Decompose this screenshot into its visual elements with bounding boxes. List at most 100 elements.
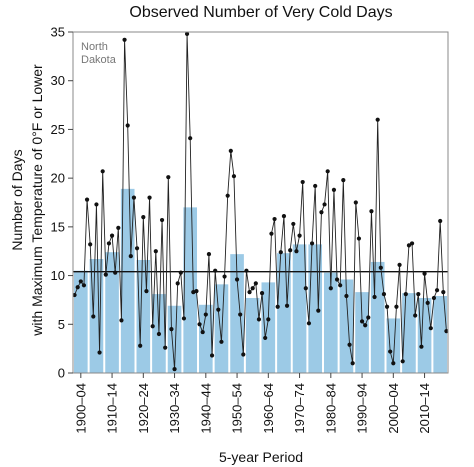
point-1936: [184, 31, 190, 37]
point-1902: [78, 279, 83, 284]
x-axis-label: 5-year Period: [219, 449, 303, 465]
point-1913: [113, 270, 118, 275]
x-tick-label: 1950–54: [230, 383, 245, 434]
point-1979: [319, 210, 324, 215]
point-1981: [325, 169, 330, 174]
point-2018: [441, 290, 446, 295]
point-1937: [188, 136, 193, 141]
point-2009: [413, 313, 418, 318]
point-1950: [228, 148, 233, 153]
point-1975: [306, 321, 312, 326]
point-2012: [422, 271, 427, 276]
point-2001: [388, 349, 393, 354]
point-1960: [259, 291, 265, 296]
point-1901: [75, 285, 80, 290]
point-1946: [216, 307, 221, 312]
bar-1920–24: [136, 259, 151, 373]
y-axis-label: Number of Days with Maximum Temperature …: [9, 64, 45, 337]
point-1924: [147, 195, 152, 200]
point-1988: [347, 342, 352, 347]
point-1912: [109, 233, 115, 238]
point-1984: [334, 277, 340, 282]
point-1947: [219, 339, 224, 344]
point-2014: [428, 326, 433, 331]
point-1905: [88, 242, 93, 247]
y-tick-label: 10: [51, 268, 65, 283]
point-1934: [178, 270, 183, 275]
point-1932: [172, 367, 177, 372]
point-1980: [322, 202, 327, 207]
point-1966: [278, 250, 283, 255]
point-1940: [197, 322, 202, 327]
point-1918: [128, 253, 133, 259]
point-1998: [378, 265, 383, 270]
x-tick-label: 1940–44: [198, 383, 213, 434]
y-ticks-group: 0 5 10 15 20 25 30 35: [51, 25, 73, 381]
point-1903: [81, 283, 87, 288]
bar-1915–19: [120, 188, 135, 373]
point-1976: [309, 241, 315, 246]
point-1917: [125, 123, 130, 128]
point-1942: [203, 312, 208, 317]
point-2016: [434, 288, 440, 293]
point-1961: [263, 335, 268, 341]
point-1925: [150, 324, 155, 329]
point-1943: [206, 252, 212, 257]
point-1993: [363, 323, 368, 328]
x-tick-label: 1920–24: [136, 383, 151, 434]
point-1951: [231, 174, 237, 179]
point-1935: [181, 316, 187, 321]
point-1972: [297, 233, 302, 238]
point-2019: [444, 329, 449, 334]
bars-group: [74, 188, 448, 373]
point-1956: [247, 290, 252, 295]
point-1941: [200, 329, 205, 335]
x-tick-label: 2000–04: [386, 383, 401, 434]
bar-1970–74: [292, 244, 307, 373]
point-1969: [288, 248, 293, 253]
point-1994: [366, 315, 371, 320]
point-1922: [141, 215, 146, 220]
annual-points-group: [72, 31, 449, 372]
point-1915: [119, 318, 124, 323]
point-2011: [419, 344, 424, 349]
plot-frame: [72, 31, 449, 374]
point-2017: [438, 218, 443, 224]
point-1989: [350, 361, 355, 366]
point-1983: [331, 187, 337, 192]
x-tick-label: 1960–64: [261, 383, 276, 434]
point-1967: [281, 214, 287, 219]
bar-2015–19: [433, 296, 448, 373]
bar-2010–14: [417, 297, 432, 373]
point-1970: [291, 221, 296, 227]
point-1954: [241, 352, 246, 357]
bar-1965–69: [277, 253, 291, 373]
bar-2000–04: [386, 318, 401, 373]
point-1957: [250, 286, 255, 291]
y-axis-label-line2: with Maximum Temperature of 0°F or Lower: [29, 64, 45, 337]
point-1939: [194, 289, 199, 294]
y-tick-label: 20: [51, 171, 65, 186]
x-tick-label: 1990–94: [355, 383, 370, 434]
point-1968: [284, 303, 290, 308]
bar-1910–14: [105, 252, 119, 373]
point-1997: [375, 117, 380, 122]
point-1991: [356, 236, 362, 241]
point-2010: [416, 291, 421, 297]
point-1910: [103, 272, 108, 277]
point-1920: [134, 246, 140, 251]
point-2004: [397, 262, 402, 267]
bar-1900–04: [74, 270, 88, 373]
point-2003: [394, 304, 399, 309]
point-1958: [253, 281, 258, 286]
point-1931: [169, 327, 174, 332]
chart-title: Observed Number of Very Cold Days: [129, 4, 392, 21]
bar-1935–39: [183, 207, 198, 373]
point-1974: [303, 286, 308, 291]
annual-series-line: [74, 33, 447, 370]
x-tick-label: 1910–14: [105, 383, 120, 434]
x-tick-label: 1980–84: [323, 383, 338, 434]
bar-1945–49: [214, 284, 229, 373]
point-1978: [316, 308, 321, 313]
point-2002: [391, 361, 396, 366]
